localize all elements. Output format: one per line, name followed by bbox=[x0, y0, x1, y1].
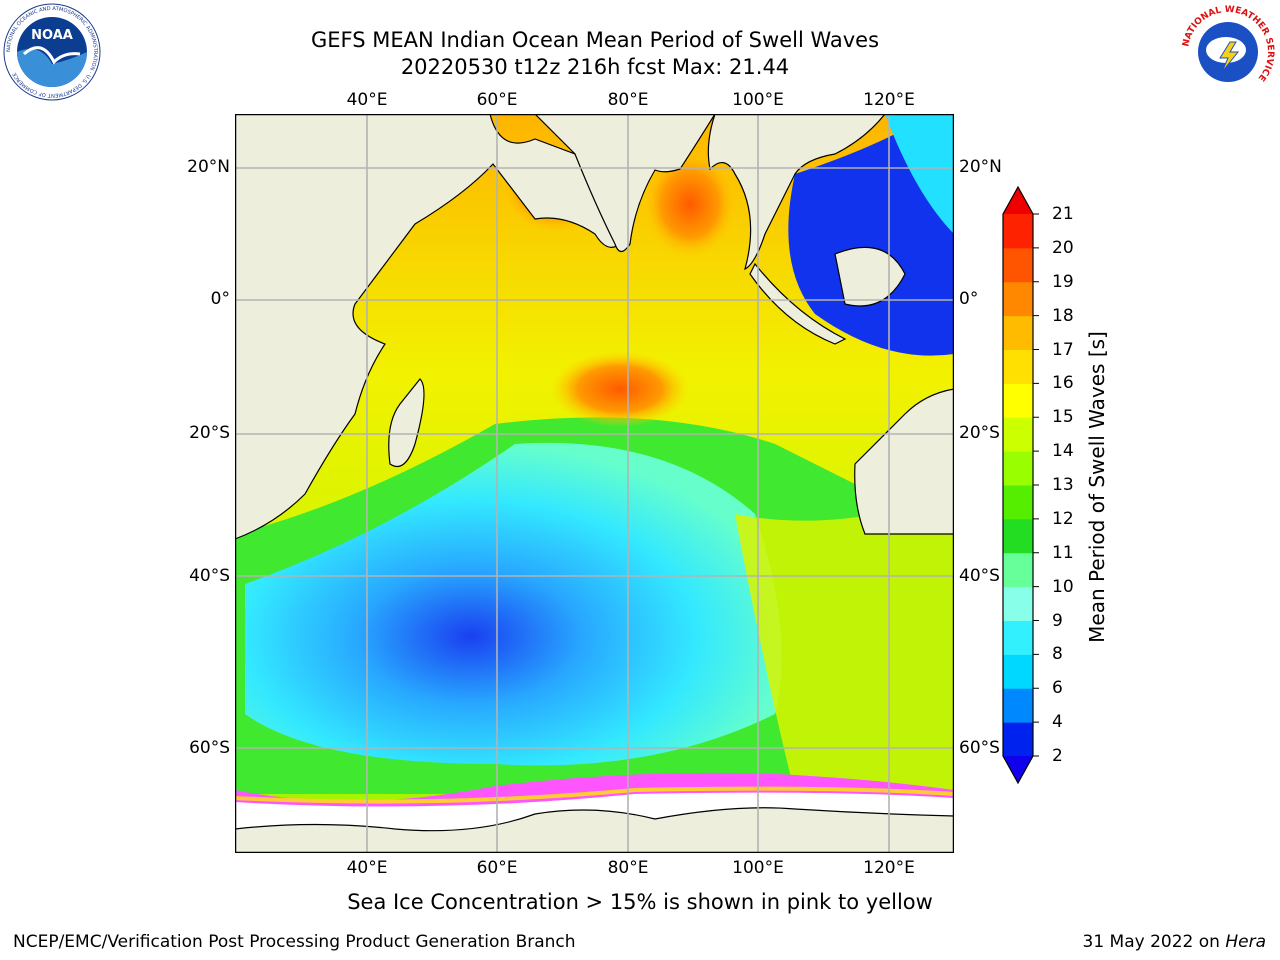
lon-label-top: 120°E bbox=[863, 90, 915, 110]
lat-label-left: 60°S bbox=[189, 738, 230, 758]
graticule bbox=[235, 114, 954, 853]
southern-ocean-swell bbox=[245, 442, 782, 766]
colorbar-over-extension bbox=[1003, 187, 1033, 214]
lat-label-right: 20°N bbox=[959, 157, 1002, 177]
colorbar-tick-label: 18 bbox=[1052, 305, 1074, 326]
colorbar-tick-label: 6 bbox=[1052, 678, 1063, 699]
colorbar-under-extension bbox=[1003, 756, 1033, 783]
india-land bbox=[534, 114, 716, 253]
nws-logo: NATIONAL WEATHER SERVICE bbox=[1180, 4, 1276, 100]
lat-label-right: 20°S bbox=[959, 423, 1000, 443]
noaa-logo: NATIONAL OCEANIC AND ATMOSPHERIC ADMINIS… bbox=[3, 3, 101, 101]
madagascar-land bbox=[388, 378, 425, 468]
map-title: GEFS MEAN Indian Ocean Mean Period of Sw… bbox=[310, 28, 880, 52]
lon-label-bottom: 60°E bbox=[476, 858, 518, 878]
colorbar-segment bbox=[1003, 620, 1033, 655]
antarctica-land bbox=[235, 807, 954, 853]
hotspot-central bbox=[550, 351, 690, 427]
lon-label-top: 80°E bbox=[607, 90, 649, 110]
southeast-asia-land bbox=[707, 114, 886, 271]
lat-label-left: 20°N bbox=[187, 157, 230, 177]
colorbar-segment bbox=[1003, 451, 1033, 486]
lon-label-top: 60°E bbox=[476, 90, 518, 110]
lon-label-bottom: 100°E bbox=[732, 858, 784, 878]
colorbar-segment bbox=[1003, 552, 1033, 588]
credit-date-text: 31 May 2022 on bbox=[1082, 932, 1226, 952]
colorbar-tick-label: 15 bbox=[1052, 407, 1074, 428]
lon-label-bottom: 80°E bbox=[607, 858, 649, 878]
colorbar-tick-label: 13 bbox=[1052, 475, 1074, 495]
colorbar-tick-label: 4 bbox=[1052, 712, 1063, 733]
lat-label-right: 40°S bbox=[959, 566, 1000, 586]
colorbar-tick-label: 17 bbox=[1052, 339, 1074, 360]
lon-label-top: 40°E bbox=[346, 90, 388, 110]
colorbar-segment bbox=[1003, 281, 1033, 317]
colorbar-tick-label: 9 bbox=[1052, 610, 1063, 631]
sea-ice-caption: Sea Ice Concentration > 15% is shown in … bbox=[347, 890, 933, 914]
colorbar-label: Mean Period of Swell Waves [s] bbox=[1085, 331, 1109, 643]
colorbar-segment bbox=[1003, 247, 1033, 283]
colorbar-segment bbox=[1003, 654, 1033, 689]
east-band bbox=[735, 494, 954, 794]
colorbar-segment bbox=[1003, 722, 1033, 757]
colorbar-tick-label: 16 bbox=[1052, 373, 1074, 394]
lat-label-left: 0° bbox=[210, 289, 230, 309]
lat-label-right: 0° bbox=[959, 289, 979, 309]
colorbar-segment bbox=[1003, 518, 1033, 554]
sumatra-land bbox=[749, 262, 847, 345]
colorbar-tick-label: 14 bbox=[1052, 441, 1074, 462]
map-subtitle: 20220530 t12z 216h fcst Max: 21.44 bbox=[400, 55, 790, 79]
credit-branch: NCEP/EMC/Verification Post Processing Pr… bbox=[13, 932, 576, 952]
lon-label-bottom: 120°E bbox=[863, 858, 915, 878]
colorbar-tick-label: 12 bbox=[1052, 508, 1074, 529]
colorbar-tick-label: 8 bbox=[1052, 644, 1063, 665]
map-plot bbox=[235, 114, 954, 853]
colorbar-segment bbox=[1003, 214, 1033, 249]
lat-label-left: 20°S bbox=[189, 423, 230, 443]
australia-land bbox=[854, 388, 954, 535]
svg-text:NOAA: NOAA bbox=[31, 28, 73, 43]
colorbar-tick-label: 21 bbox=[1052, 204, 1074, 224]
lat-label-right: 60°S bbox=[959, 738, 1000, 758]
colorbar-tick-label: 20 bbox=[1052, 237, 1074, 258]
colorbar-segment bbox=[1003, 586, 1033, 621]
sea-ice-edge bbox=[235, 772, 954, 808]
colorbar-segment bbox=[1003, 688, 1033, 723]
colorbar bbox=[1002, 186, 1039, 784]
lon-label-bottom: 40°E bbox=[346, 858, 388, 878]
borneo-land bbox=[834, 246, 906, 307]
credit-system: Hera bbox=[1225, 932, 1266, 952]
colorbar-tick-label: 11 bbox=[1052, 542, 1074, 563]
colorbar-segment bbox=[1003, 383, 1033, 418]
hotspot-bengal bbox=[642, 149, 738, 259]
lon-label-top: 100°E bbox=[732, 90, 784, 110]
colorbar-tick-label: 10 bbox=[1052, 576, 1074, 597]
colorbar-tick-label: 19 bbox=[1052, 271, 1074, 292]
colorbar-tick-label: 2 bbox=[1052, 746, 1063, 766]
colorbar-segment bbox=[1003, 315, 1033, 350]
colorbar-segment bbox=[1003, 349, 1033, 384]
lat-label-left: 40°S bbox=[189, 566, 230, 586]
colorbar-segment bbox=[1003, 417, 1033, 452]
credit-date: 31 May 2022 on Hera bbox=[1083, 932, 1267, 952]
colorbar-segment bbox=[1003, 485, 1033, 520]
